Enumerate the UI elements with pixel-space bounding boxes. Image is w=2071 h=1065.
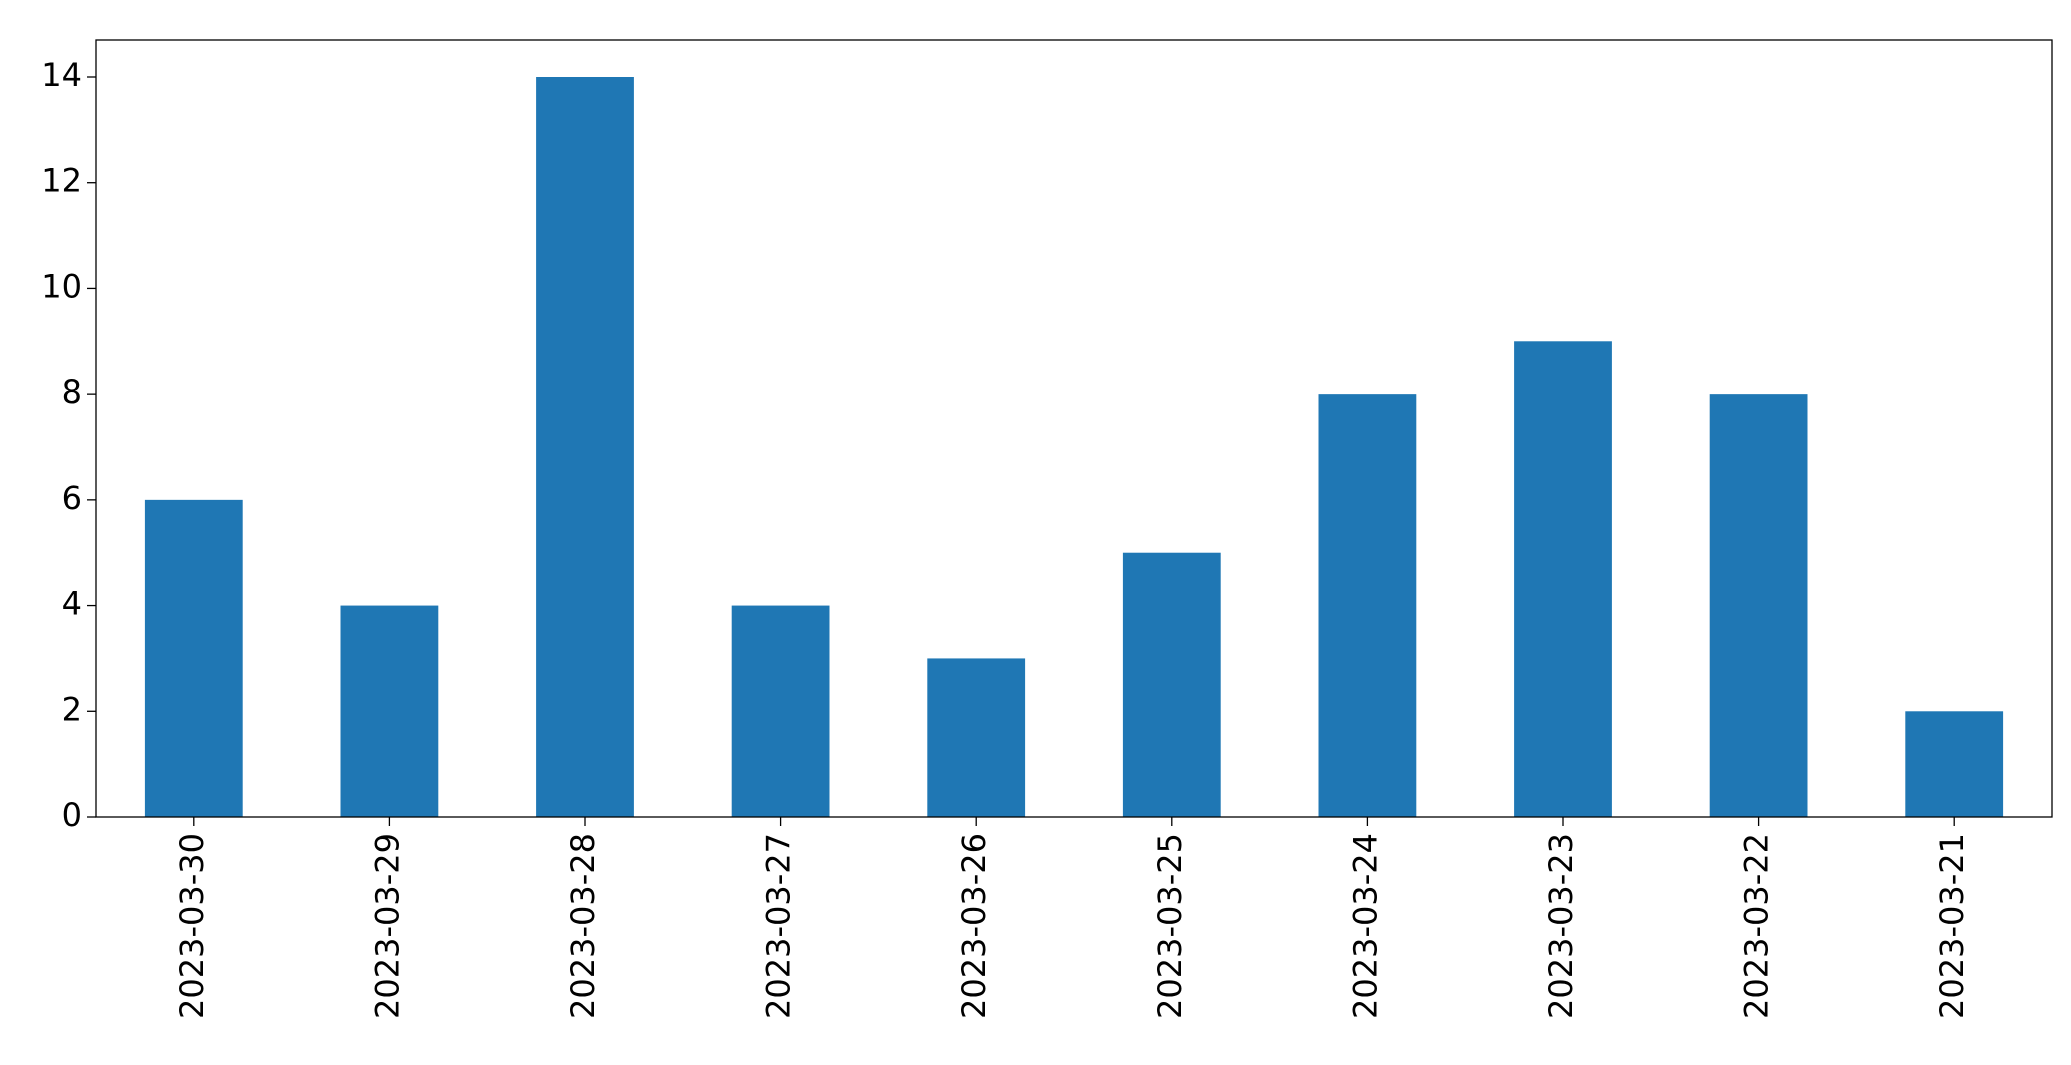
y-tick-label: 14 [41, 56, 82, 94]
bar [927, 658, 1026, 817]
plot-frame [95, 39, 2053, 818]
x-tick-label: 2023-03-30 [173, 833, 211, 1019]
x-tick-label: 2023-03-27 [760, 833, 798, 1019]
x-tick-label: 2023-03-29 [368, 833, 406, 1019]
bar [536, 77, 634, 817]
y-tick-label: 0 [62, 796, 82, 834]
x-tick-label: 2023-03-21 [1933, 833, 1971, 1019]
bar [1905, 711, 2004, 817]
y-tick-label: 10 [41, 267, 82, 305]
y-tick-label: 6 [62, 479, 82, 517]
bar [340, 605, 439, 817]
bar [1318, 394, 1417, 817]
y-tick-label: 4 [62, 585, 82, 623]
bar [1122, 552, 1221, 817]
y-tick-label: 12 [41, 162, 82, 200]
y-tick-label: 8 [62, 373, 82, 411]
x-tick-label: 2023-03-24 [1346, 833, 1384, 1019]
x-tick-label: 2023-03-28 [564, 833, 602, 1019]
bar [731, 605, 830, 817]
bar [144, 499, 243, 817]
y-tick-label: 2 [62, 690, 82, 728]
x-tick-label: 2023-03-23 [1542, 833, 1580, 1019]
x-tick-label: 2023-03-26 [955, 833, 993, 1019]
bar [1514, 341, 1612, 817]
x-tick-label: 2023-03-25 [1151, 833, 1189, 1019]
x-tick-label: 2023-03-22 [1738, 833, 1776, 1019]
bar [1709, 394, 1808, 817]
